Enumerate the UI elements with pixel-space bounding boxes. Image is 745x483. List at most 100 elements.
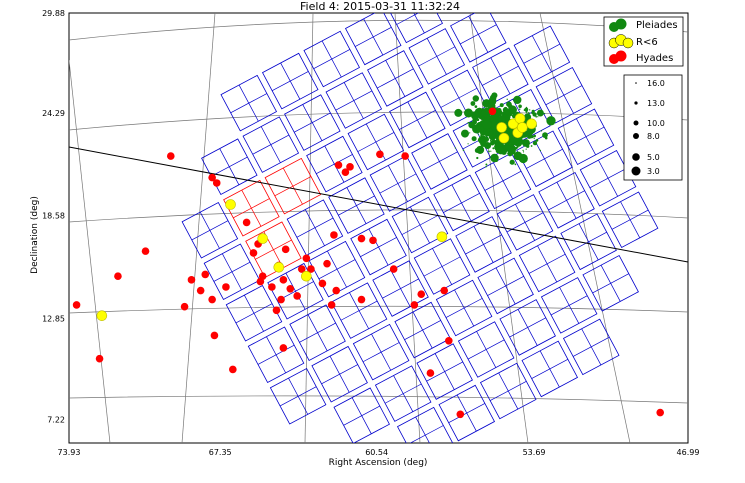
- field-module-divider: [445, 298, 483, 318]
- pleiades-point: [508, 127, 511, 130]
- field-module: [513, 25, 571, 83]
- field-module: [306, 135, 363, 193]
- bright-series: [96, 113, 537, 321]
- field-footprint: [181, 13, 659, 443]
- hyades-point: [196, 286, 205, 295]
- pleiades-point: [495, 159, 498, 162]
- pleiades-point: [454, 147, 457, 149]
- pleiades-point: [527, 117, 529, 120]
- hyades-point: [242, 218, 251, 227]
- pleiades-point: [461, 129, 469, 138]
- field-module: [518, 235, 576, 293]
- grid-line-ra-1: [69, 59, 111, 443]
- field-module-divider: [384, 383, 422, 404]
- pleiades-point: [505, 147, 507, 150]
- pleiades-point: [486, 113, 489, 116]
- x-tick-label: 73.93: [58, 448, 81, 457]
- hyades-point: [208, 295, 216, 304]
- field-module: [245, 221, 302, 278]
- hyades-point: [180, 302, 189, 311]
- pleiades-point: [540, 130, 543, 132]
- pleiades-point: [490, 117, 494, 122]
- hyades-point: [249, 249, 258, 257]
- x-tick-labels: 73.93 67.35 60.54 53.69 46.99: [58, 448, 700, 457]
- field-module-divider: [592, 273, 629, 294]
- field-module: [352, 323, 410, 381]
- magnitude-marker-3: [631, 166, 641, 176]
- bright-star-point: [225, 199, 236, 210]
- field-module-divider: [484, 170, 522, 191]
- magnitude-label-8: 8.0: [647, 132, 660, 141]
- pleiades-point: [509, 108, 512, 111]
- field-module: [579, 149, 637, 207]
- hyades-point: [417, 290, 426, 298]
- bright-star-point: [257, 233, 268, 244]
- magnitude-label-13: 13.0: [647, 99, 665, 108]
- field-module: [330, 282, 388, 339]
- hyades-point: [445, 336, 453, 345]
- bright-star-point: [96, 310, 108, 321]
- field-module-divider: [489, 381, 527, 401]
- pleiades-point: [504, 149, 506, 151]
- field-module: [289, 304, 346, 361]
- field-module: [538, 172, 595, 229]
- field-module: [535, 66, 593, 124]
- field-module: [267, 262, 324, 320]
- hyades-point: [656, 408, 664, 417]
- pleiades-point: [518, 104, 522, 109]
- hyades-point: [332, 286, 341, 295]
- field-module: [433, 174, 490, 232]
- pleiades-point: [508, 112, 513, 117]
- hyades-point: [307, 265, 315, 273]
- field-module: [225, 284, 283, 342]
- field-module: [396, 406, 454, 443]
- pleiades-point: [488, 142, 491, 145]
- field-module-divider: [296, 217, 334, 238]
- field-module-divider: [321, 364, 358, 385]
- pleiades-point: [499, 103, 504, 108]
- field-module-divider: [396, 13, 420, 25]
- field-module-divider: [255, 239, 292, 260]
- pleiades-point: [513, 151, 523, 161]
- hyades-point: [95, 354, 104, 363]
- field-module-divider: [279, 386, 317, 407]
- pleiades-point: [476, 156, 479, 160]
- pleiades-point: [469, 110, 472, 113]
- field-module: [328, 177, 385, 234]
- pleiades-point: [528, 111, 530, 114]
- field-module-divider: [589, 168, 627, 189]
- pleiades-point: [523, 141, 528, 145]
- field-module-divider: [299, 322, 336, 343]
- field-module-divider: [404, 320, 441, 340]
- field-module-divider: [252, 134, 290, 155]
- pleiades-point: [535, 139, 539, 142]
- pleiades-point: [527, 140, 530, 143]
- pleiades-point: [522, 151, 525, 153]
- magnitude-label-10: 10.0: [647, 119, 665, 128]
- legend: Pleiades R<6 Hyades: [603, 16, 684, 67]
- field-module: [269, 367, 327, 425]
- pleiades-point: [491, 136, 494, 138]
- hyades-point: [187, 276, 196, 284]
- pleiades-point: [480, 126, 484, 130]
- hyades-point: [166, 152, 175, 160]
- field-module-divider: [467, 339, 505, 360]
- pleiades-point: [532, 140, 538, 146]
- pleiades-point: [525, 148, 527, 150]
- field-module: [557, 108, 615, 166]
- y-tick-label: 7.22: [47, 415, 65, 424]
- field-module-divider: [526, 148, 563, 169]
- pleiades-point: [509, 137, 517, 145]
- grid: [69, 13, 688, 443]
- field-module-divider: [401, 215, 439, 235]
- field-module: [303, 30, 361, 88]
- magnitude-label-16: 16.0: [647, 79, 665, 88]
- hyades-point: [297, 265, 306, 273]
- legend-marker-pleiades-2: [615, 18, 627, 30]
- hyades-point: [357, 295, 366, 304]
- field-module-divider: [213, 261, 251, 282]
- y-axis-label: Declination (deg): [30, 196, 40, 274]
- pleiades-point: [480, 143, 483, 146]
- pleiades-point: [532, 110, 535, 112]
- hyades-point: [141, 247, 150, 255]
